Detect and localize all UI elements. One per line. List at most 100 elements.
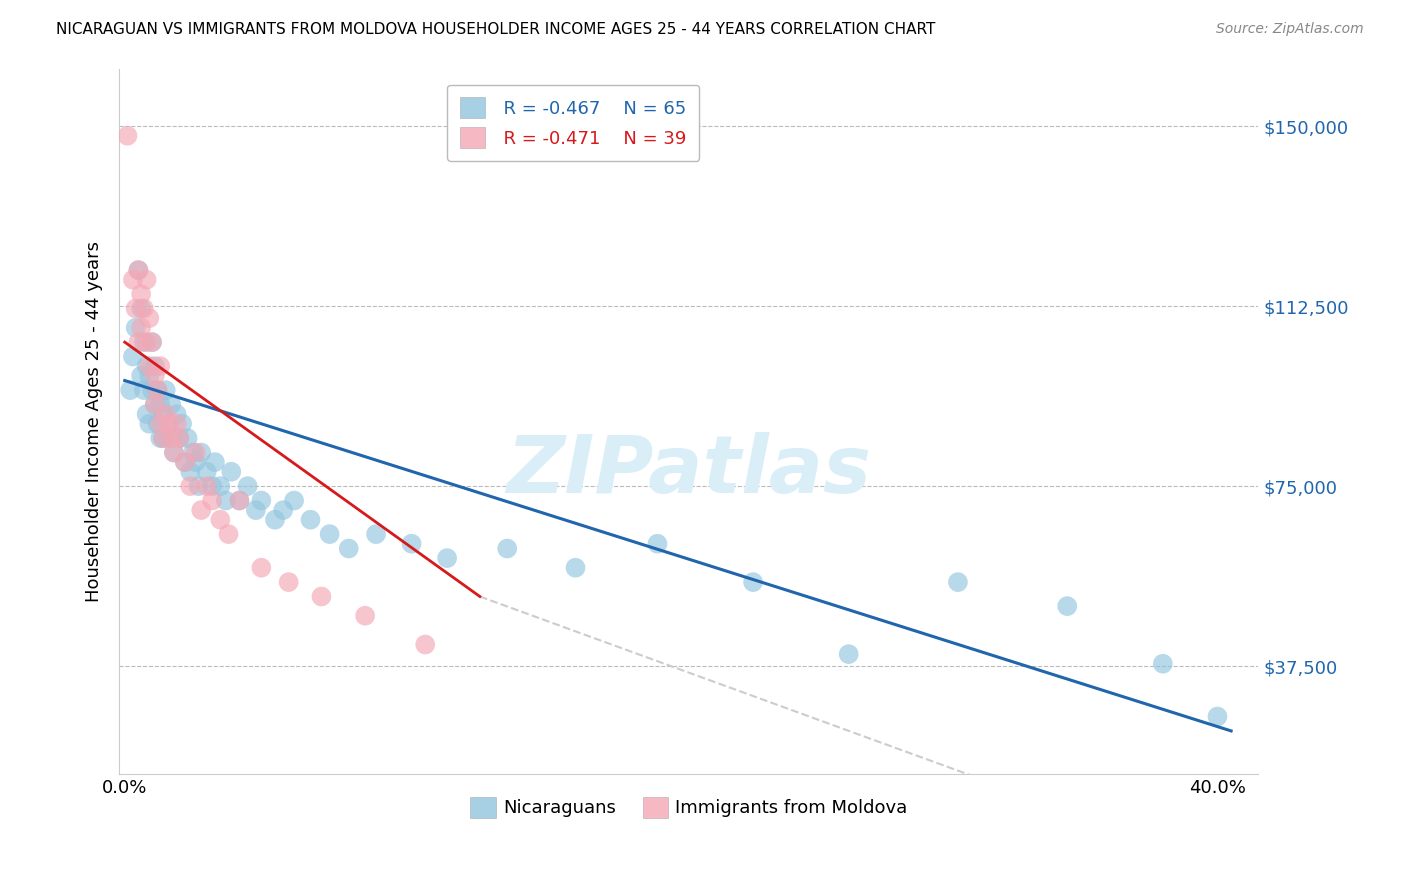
Point (132, 301, 155, 316)
Point (127, 263, 149, 277)
Point (135, 407, 157, 421)
Point (1206, 709, 1229, 723)
Point (299, 513, 322, 527)
Point (149, 359, 172, 373)
Point (318, 527, 340, 541)
Point (413, 638, 436, 652)
Point (181, 445, 204, 459)
Point (195, 479, 218, 493)
Point (146, 383, 169, 397)
Point (218, 527, 240, 541)
Text: Source: ZipAtlas.com: Source: ZipAtlas.com (1216, 22, 1364, 37)
Point (228, 493, 250, 508)
Point (117, 128, 139, 143)
Point (283, 493, 305, 508)
Point (135, 335, 157, 350)
Point (201, 479, 224, 493)
Point (149, 398, 172, 412)
Point (364, 527, 387, 541)
Point (250, 493, 273, 508)
Point (124, 320, 146, 334)
Point (166, 407, 188, 421)
Point (120, 383, 142, 397)
Point (236, 479, 259, 493)
Point (742, 575, 765, 590)
Point (157, 417, 180, 431)
Point (271, 503, 294, 517)
Point (132, 383, 155, 397)
Point (195, 465, 218, 479)
Point (129, 287, 152, 301)
Point (143, 398, 166, 412)
Point (173, 455, 195, 469)
Point (152, 431, 174, 445)
Point (160, 431, 183, 445)
Point (169, 431, 191, 445)
Point (184, 455, 207, 469)
Point (122, 273, 145, 287)
Point (1056, 599, 1078, 614)
Point (172, 417, 194, 431)
Point (219, 465, 242, 479)
Point (149, 431, 172, 445)
Point (160, 431, 183, 445)
Point (152, 407, 174, 421)
Point (141, 335, 163, 350)
Point (401, 537, 423, 551)
Point (129, 368, 152, 383)
Point (157, 417, 180, 431)
Point (124, 301, 146, 316)
Point (209, 479, 232, 493)
Point (564, 560, 586, 574)
Point (138, 311, 160, 326)
Point (143, 368, 166, 383)
Point (228, 493, 250, 508)
Point (163, 445, 186, 459)
Point (146, 417, 169, 431)
Point (179, 479, 201, 493)
Point (135, 359, 157, 373)
Point (190, 503, 212, 517)
Point (311, 590, 333, 604)
Point (1152, 657, 1174, 671)
Y-axis label: Householder Income Ages 25 - 44 years: Householder Income Ages 25 - 44 years (86, 241, 103, 602)
Point (122, 350, 145, 364)
Point (204, 455, 226, 469)
Point (496, 541, 519, 556)
Point (155, 407, 177, 421)
Point (215, 493, 238, 508)
Point (141, 335, 163, 350)
Point (163, 445, 186, 459)
Point (337, 541, 360, 556)
Point (209, 513, 232, 527)
Point (143, 398, 166, 412)
Point (354, 608, 377, 623)
Point (436, 551, 458, 566)
Point (138, 359, 160, 373)
Point (127, 263, 149, 277)
Point (141, 383, 163, 397)
Point (946, 575, 969, 590)
Point (127, 335, 149, 350)
Point (176, 431, 198, 445)
Point (138, 368, 160, 383)
Point (838, 647, 860, 661)
Point (201, 493, 224, 508)
Point (647, 537, 669, 551)
Point (155, 383, 177, 397)
Point (277, 575, 299, 590)
Point (169, 431, 191, 445)
Point (184, 445, 207, 459)
Point (135, 273, 157, 287)
Point (250, 560, 273, 574)
Point (179, 465, 201, 479)
Point (190, 445, 212, 459)
Point (143, 359, 166, 373)
Point (187, 479, 209, 493)
Text: ZIPatlas: ZIPatlas (506, 432, 872, 509)
Point (264, 513, 287, 527)
Point (129, 301, 152, 316)
Point (149, 417, 172, 431)
Point (132, 335, 155, 350)
Point (245, 503, 267, 517)
